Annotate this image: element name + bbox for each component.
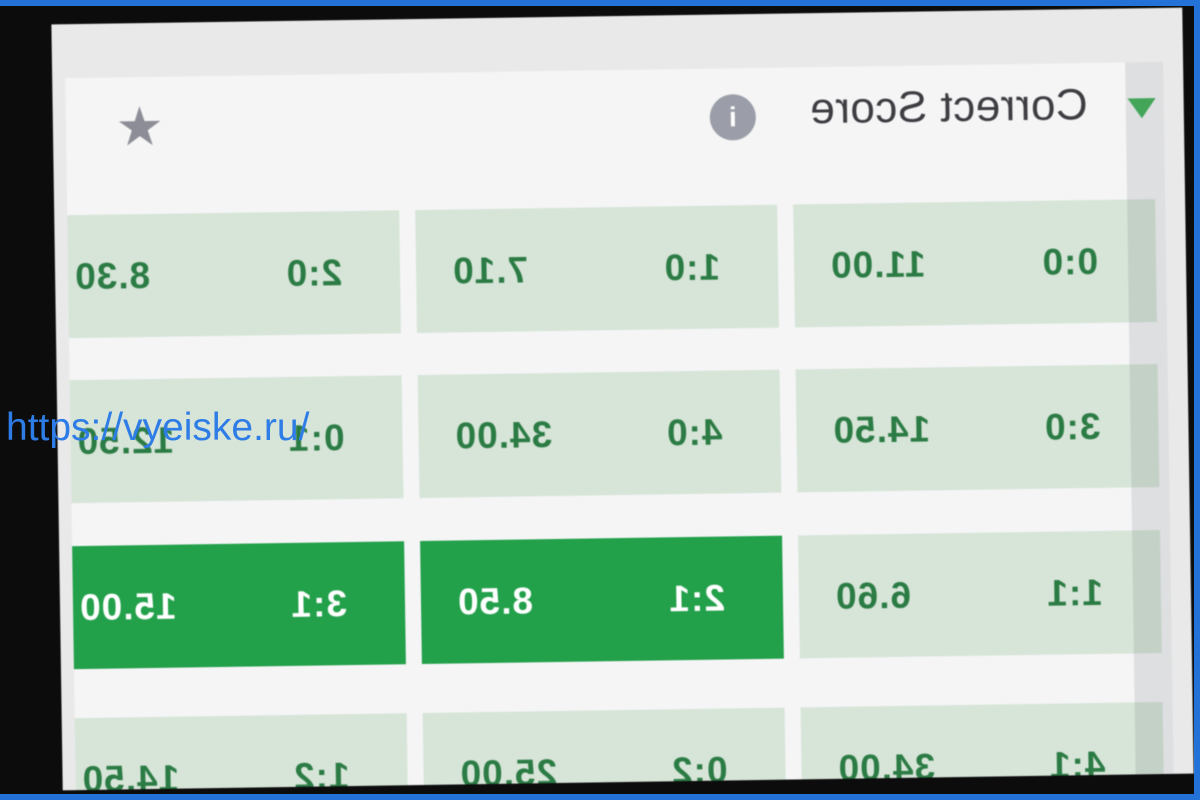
score-label: 2:0: [285, 251, 343, 294]
odds-value: 14.50: [81, 757, 180, 791]
odds-cell-0-2[interactable]: 0:2 25.00: [422, 707, 787, 791]
odds-value: 14.50: [832, 407, 931, 451]
betting-site-screenshot: Correct Score i ★ 0:0 11.00 1:0 7.10 2:0 8.30…: [51, 7, 1194, 791]
odds-cell-1-1[interactable]: 1:1 6.60: [798, 530, 1162, 659]
score-label: 3:0: [1043, 405, 1101, 448]
odds-value: 8.50: [456, 579, 534, 622]
score-label: 4:0: [665, 411, 723, 453]
odds-cell-1-0[interactable]: 1:0 7.10: [415, 204, 779, 334]
odds-cell-4-0[interactable]: 4:0 34.00: [417, 369, 782, 499]
odds-value: 11.00: [829, 242, 926, 286]
score-label: 3:1: [290, 582, 348, 625]
odds-value: 15.00: [78, 585, 177, 628]
odds-cell-3-0[interactable]: 3:0 14.50: [795, 364, 1160, 493]
odds-cell-2-0[interactable]: 2:0 8.30: [65, 210, 402, 339]
odds-value: 7.10: [451, 248, 529, 292]
score-label: 1:0: [663, 246, 721, 288]
watermark-url: https://vyeiske.ru/: [6, 406, 310, 449]
odds-cell-0-0[interactable]: 0:0 11.00: [793, 199, 1157, 328]
score-label: 2:1: [668, 577, 726, 619]
score-label: 0:0: [1041, 240, 1099, 283]
odds-value: 34.00: [454, 413, 553, 456]
odds-value: 6.60: [834, 574, 912, 617]
odds-value: 8.30: [73, 254, 151, 297]
odds-cell-2-1[interactable]: 2:1 8.50: [420, 535, 784, 665]
odds-cell-3-1[interactable]: 3:1 15.00: [65, 541, 406, 670]
odds-cell-1-2[interactable]: 1:2 14.50: [65, 713, 409, 791]
score-label: 1:1: [1046, 571, 1104, 614]
score-label: 1:2: [292, 754, 350, 791]
